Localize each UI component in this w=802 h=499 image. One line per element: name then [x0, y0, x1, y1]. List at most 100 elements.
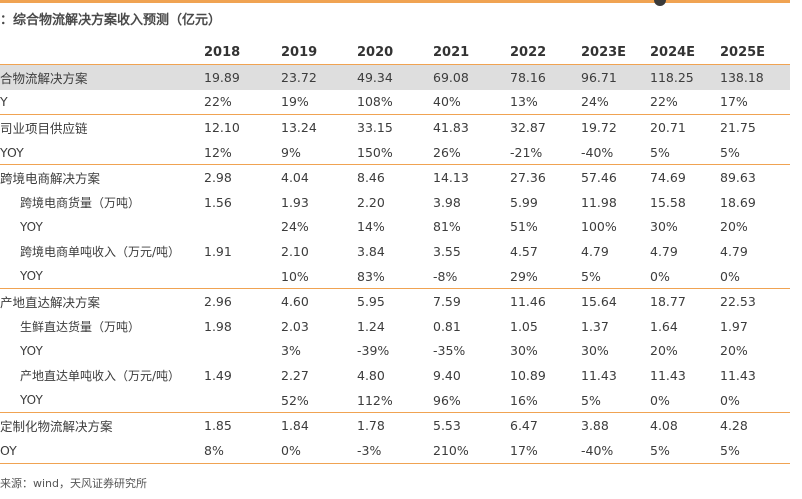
header-year: 2022: [510, 40, 581, 65]
row-label: Y: [0, 94, 8, 110]
table-row: YOY 3% -39% -35% 30% 30% 20% 20%: [0, 339, 790, 364]
row-label: OY: [0, 437, 204, 464]
header-label: [0, 40, 204, 65]
table-cell: 1.85: [204, 412, 281, 438]
table-cell: -39%: [357, 343, 390, 359]
table-cell: [204, 339, 281, 364]
row-label: 司业项目供应链: [0, 114, 204, 140]
table-cell: 14%: [357, 219, 385, 235]
table-cell: 1.97: [720, 318, 748, 334]
row-label: YOY: [0, 144, 24, 160]
table-cell: 4.79: [720, 243, 748, 259]
row-label: YOY: [20, 269, 43, 284]
table-cell: 23.72: [281, 64, 357, 90]
table-cell: 1.49: [204, 367, 232, 383]
table-cell: 30%: [581, 343, 609, 359]
table-row: 产地直达解决方案 2.96 4.60 5.95 7.59 11.46 15.64 18.77 2…: [0, 288, 790, 314]
table-cell: 1.24: [357, 318, 385, 334]
table-cell: -3%: [357, 437, 433, 464]
table-cell: -35%: [433, 343, 466, 359]
table-cell: 21.75: [720, 114, 790, 140]
table-cell: 14.13: [433, 164, 510, 190]
table-cell: 108%: [357, 94, 393, 110]
table-cell: 22%: [204, 94, 232, 110]
table-cell: 18.77: [650, 288, 720, 314]
table-row: Y 22% 19% 108% 40% 13% 24% 22% 17%: [0, 90, 790, 115]
table-cell: 78.16: [510, 64, 581, 90]
table-cell: 1.37: [581, 318, 609, 334]
table-cell: 5%: [581, 392, 601, 408]
table-cell: 96%: [433, 392, 461, 408]
table-cell: 24%: [581, 94, 609, 110]
table-row: 跨境电商单吨收入（万元/吨） 1.91 2.10 3.84 3.55 4.57 4.79 4.…: [0, 239, 790, 264]
table-cell: 0%: [720, 392, 740, 408]
table-cell: 4.04: [281, 164, 357, 190]
table-cell: 0%: [650, 392, 670, 408]
table-cell: 5.99: [510, 194, 538, 210]
table-cell: 0.81: [433, 318, 461, 334]
row-label: 跨境电商单吨收入（万元/吨）: [20, 244, 181, 259]
table-cell: 4.28: [720, 412, 790, 438]
row-label: YOY: [20, 393, 43, 408]
row-label: 产地直达解决方案: [0, 288, 204, 314]
table-cell: -21%: [510, 144, 543, 160]
table-cell: 30%: [510, 343, 538, 359]
table-cell: 9.40: [433, 367, 461, 383]
table-cell: 11.98: [581, 194, 617, 210]
table-cell: 12%: [204, 144, 232, 160]
table-cell: 4.57: [510, 243, 538, 259]
header-year: 2023E: [581, 40, 650, 65]
header-year: 2020: [357, 40, 433, 65]
table-cell: 32.87: [510, 114, 581, 140]
table-row: YOY 52% 112% 96% 16% 5% 0% 0%: [0, 388, 790, 413]
table-cell: 10.89: [510, 367, 546, 383]
table-cell: 210%: [433, 437, 510, 464]
table-row: 跨境电商货量（万吨） 1.56 1.93 2.20 3.98 5.99 11.98 15.58…: [0, 190, 790, 215]
table-cell: 52%: [281, 392, 309, 408]
table-cell: 3.88: [581, 412, 650, 438]
table-cell: 8.46: [357, 164, 433, 190]
table-cell: 0%: [281, 437, 357, 464]
table-cell: 2.98: [204, 164, 281, 190]
table-cell: 7.59: [433, 288, 510, 314]
row-label: 生鲜直达货量（万吨）: [20, 319, 141, 334]
table-cell: 26%: [433, 144, 461, 160]
header-year: 2024E: [650, 40, 720, 65]
row-label: 合物流解决方案: [0, 64, 204, 90]
table-cell: 0%: [650, 268, 670, 284]
table-cell: 112%: [357, 392, 393, 408]
table-cell: 20.71: [650, 114, 720, 140]
table-row: 合物流解决方案 19.89 23.72 49.34 69.08 78.16 96.71 118…: [0, 64, 790, 90]
table-cell: 5%: [650, 437, 720, 464]
table-cell: 19%: [281, 94, 309, 110]
table-cell: 3.98: [433, 194, 461, 210]
table-cell: [204, 264, 281, 289]
table-cell: 20%: [720, 343, 748, 359]
table-cell: 89.63: [720, 164, 790, 190]
table-cell: 13%: [510, 94, 538, 110]
table-cell: 16%: [510, 392, 538, 408]
table-cell: 4.80: [357, 367, 385, 383]
table-cell: -8%: [433, 268, 458, 284]
table-row: OY 8% 0% -3% 210% 17% -40% 5% 5%: [0, 437, 790, 464]
table-cell: 40%: [433, 94, 461, 110]
header-row: 2018 2019 2020 2021 2022 2023E 2024E 202…: [0, 40, 790, 65]
table-cell: 9%: [281, 144, 301, 160]
table-cell: 49.34: [357, 64, 433, 90]
table-cell: 150%: [357, 144, 393, 160]
table-cell: 2.03: [281, 318, 309, 334]
table-cell: 5.95: [357, 288, 433, 314]
forecast-table: 2018 2019 2020 2021 2022 2023E 2024E 202…: [0, 40, 790, 464]
table-cell: 4.79: [581, 243, 609, 259]
table-row: YOY 12% 9% 150% 26% -21% -40% 5% 5%: [0, 140, 790, 165]
table-cell: 3.84: [357, 243, 385, 259]
table-cell: -40%: [581, 437, 650, 464]
table-cell: 0%: [720, 268, 740, 284]
table-cell: 57.46: [581, 164, 650, 190]
table-cell: 27.36: [510, 164, 581, 190]
table-cell: 1.93: [281, 194, 309, 210]
logo-dot: [654, 0, 666, 6]
table-cell: 11.43: [720, 367, 756, 383]
header-year: 2021: [433, 40, 510, 65]
table-cell: 17%: [720, 94, 748, 110]
